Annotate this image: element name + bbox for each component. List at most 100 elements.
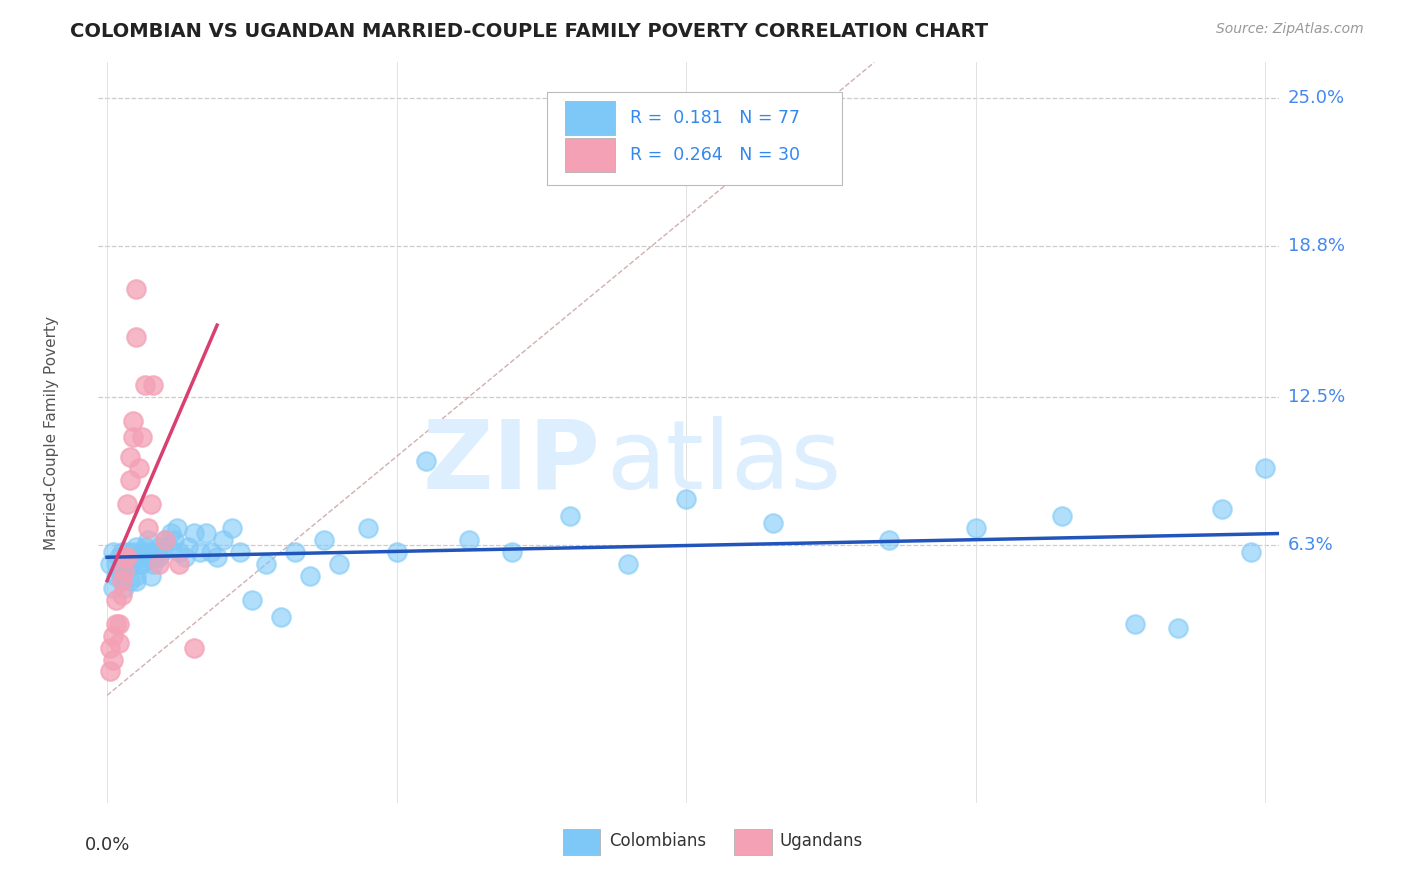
Point xyxy=(458,533,481,547)
Point xyxy=(1123,616,1146,631)
Point xyxy=(120,450,142,464)
Text: Source: ZipAtlas.com: Source: ZipAtlas.com xyxy=(1216,22,1364,37)
Point xyxy=(107,549,129,564)
Point xyxy=(101,581,124,595)
Point xyxy=(385,545,408,559)
Text: 18.8%: 18.8% xyxy=(1288,237,1344,255)
Point xyxy=(107,564,129,578)
Point xyxy=(122,430,145,444)
Point xyxy=(174,549,197,564)
FancyBboxPatch shape xyxy=(562,830,600,855)
Point xyxy=(125,574,148,588)
Text: Ugandans: Ugandans xyxy=(780,832,863,850)
Point xyxy=(110,557,132,571)
Point xyxy=(139,549,162,564)
Point xyxy=(134,541,156,555)
Point xyxy=(131,557,153,571)
Point xyxy=(240,592,263,607)
Point xyxy=(117,549,139,564)
Point xyxy=(1052,509,1074,524)
Text: atlas: atlas xyxy=(606,416,841,508)
Point xyxy=(153,533,176,547)
Point xyxy=(298,569,321,583)
Text: R =  0.181   N = 77: R = 0.181 N = 77 xyxy=(630,109,800,127)
Point xyxy=(131,430,153,444)
Text: COLOMBIAN VS UGANDAN MARRIED-COUPLE FAMILY POVERTY CORRELATION CHART: COLOMBIAN VS UGANDAN MARRIED-COUPLE FAMI… xyxy=(70,22,988,41)
Point xyxy=(142,377,165,392)
Point xyxy=(122,545,145,559)
Point xyxy=(356,521,378,535)
Point xyxy=(98,557,121,571)
Point xyxy=(136,545,159,559)
Point xyxy=(314,533,336,547)
Point xyxy=(148,549,170,564)
Point xyxy=(114,549,136,564)
Point xyxy=(194,525,217,540)
Point xyxy=(125,330,148,344)
Point xyxy=(104,616,127,631)
Point xyxy=(136,521,159,535)
Point xyxy=(104,557,127,571)
Point xyxy=(110,545,132,559)
Point xyxy=(965,521,987,535)
Point xyxy=(110,588,132,602)
Point xyxy=(183,525,205,540)
Point xyxy=(205,549,228,564)
Point xyxy=(104,569,127,583)
Point xyxy=(128,461,150,475)
Point xyxy=(415,454,437,468)
Point xyxy=(617,557,640,571)
Point xyxy=(148,557,170,571)
Point xyxy=(153,533,176,547)
Point xyxy=(120,557,142,571)
Point xyxy=(270,609,292,624)
FancyBboxPatch shape xyxy=(565,101,614,135)
Point xyxy=(183,640,205,655)
Point xyxy=(159,525,181,540)
Point xyxy=(501,545,523,559)
Point xyxy=(98,665,121,679)
Point xyxy=(221,521,243,535)
Point xyxy=(163,533,186,547)
Point xyxy=(131,545,153,559)
Point xyxy=(122,414,145,428)
Point xyxy=(762,516,785,531)
Point xyxy=(104,592,127,607)
Point xyxy=(117,545,139,559)
Point xyxy=(114,581,136,595)
Text: Married-Couple Family Poverty: Married-Couple Family Poverty xyxy=(44,316,59,549)
Text: 12.5%: 12.5% xyxy=(1288,388,1346,406)
Point xyxy=(114,557,136,571)
Point xyxy=(117,497,139,511)
Point xyxy=(150,545,173,559)
Point xyxy=(156,541,179,555)
Text: Colombians: Colombians xyxy=(609,832,706,850)
Point xyxy=(98,640,121,655)
Point xyxy=(134,377,156,392)
Point xyxy=(560,509,582,524)
Point xyxy=(122,557,145,571)
Point xyxy=(134,549,156,564)
Text: ZIP: ZIP xyxy=(422,416,600,508)
FancyBboxPatch shape xyxy=(734,830,772,855)
Point xyxy=(125,541,148,555)
Text: 6.3%: 6.3% xyxy=(1288,536,1333,554)
Point xyxy=(128,557,150,571)
Point xyxy=(120,574,142,588)
Text: 0.0%: 0.0% xyxy=(84,836,129,855)
Point xyxy=(125,569,148,583)
Point xyxy=(136,533,159,547)
Point xyxy=(1239,545,1261,559)
Point xyxy=(675,492,697,507)
Point xyxy=(1254,461,1277,475)
Point xyxy=(128,549,150,564)
FancyBboxPatch shape xyxy=(547,92,842,185)
Point xyxy=(212,533,235,547)
Point xyxy=(110,574,132,588)
Point xyxy=(139,497,162,511)
Point xyxy=(107,616,129,631)
Point xyxy=(166,521,188,535)
Point xyxy=(142,545,165,559)
Point xyxy=(120,474,142,488)
Point xyxy=(142,557,165,571)
